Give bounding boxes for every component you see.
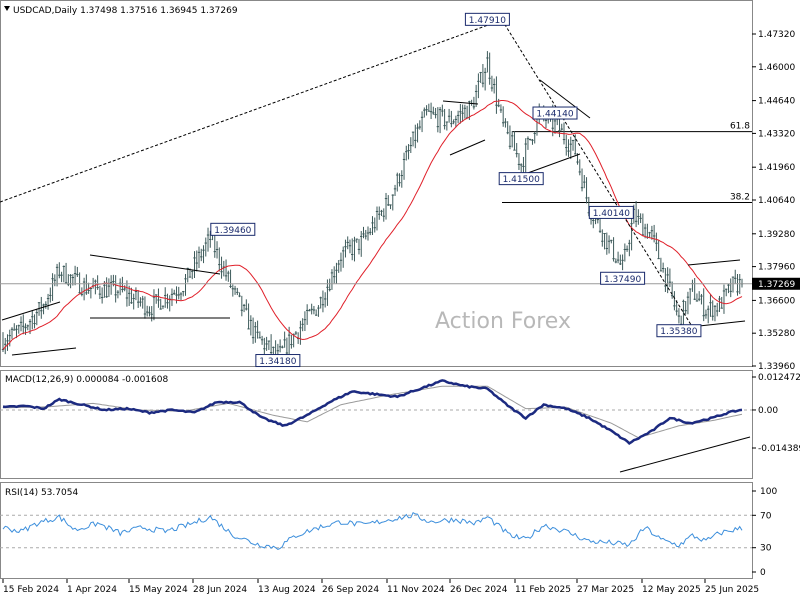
level-box (588, 205, 634, 219)
moving-average-line (2, 100, 743, 350)
macd-tick-label: -0.014389 (758, 444, 800, 454)
level-label: 1.37490 (604, 275, 641, 285)
price-tick-label: 1.43320 (758, 129, 795, 139)
level-box (600, 271, 646, 285)
time-tick-label: 11 Nov 2024 (387, 585, 445, 595)
fib-label: 61.8 (730, 122, 750, 132)
time-axis: 15 Feb 2024 1 Apr 2024 15 May 2024 28 Jun 2… (2, 579, 759, 595)
time-tick-label: 13 Aug 2024 (258, 585, 316, 595)
level-box (498, 172, 544, 186)
rsi-axis: 100 70 30 0 (752, 487, 777, 578)
level-label: 1.47910 (469, 16, 506, 26)
trendlines (0, 19, 751, 473)
header-arrow-icon (4, 6, 10, 11)
time-tick-label: 15 May 2024 (129, 585, 188, 595)
level-label: 1.40140 (593, 209, 630, 219)
rsi-tick-label: 70 (760, 511, 772, 521)
triangle-upper (89, 254, 221, 275)
time-tick-label: 27 Mar 2025 (577, 585, 634, 595)
time-tick-label: 11 Feb 2025 (515, 585, 571, 595)
price-tick-label: 1.44640 (758, 97, 795, 107)
level-label: 1.34180 (259, 357, 296, 367)
rsi-panel-frame (0, 482, 753, 579)
rsi-tick-label: 100 (760, 487, 777, 497)
macd-main-line (2, 379, 743, 445)
price-tick-label: 1.46000 (758, 63, 795, 73)
macd-tick-label: 0.00 (758, 406, 778, 416)
level-label: 1.39460 (214, 226, 251, 236)
macd-tick-label: 0.012472 (758, 373, 800, 383)
price-panel-title: USDCAD,Daily 1.37498 1.37516 1.36945 1.3… (13, 6, 238, 16)
wedge-upper (539, 79, 591, 119)
price-tick-label: 1.36600 (758, 296, 795, 306)
level-label: 1.44140 (536, 110, 573, 120)
rsi-tick-label: 0 (760, 568, 766, 578)
price-axis: 1.47320 1.46000 1.44640 1.43320 1.41960 1.406… (752, 30, 795, 372)
price-tick-label: 1.33960 (758, 362, 795, 372)
level-box (532, 106, 578, 120)
macd-panel-frame (0, 370, 753, 479)
current-price-tag: 1.37269 (752, 277, 800, 290)
fib-label: 38.2 (730, 192, 750, 202)
flag-upper (442, 100, 479, 105)
rsi-tick-label: 30 (760, 544, 772, 554)
macd-trendline (619, 436, 751, 473)
channel-upper-left (1, 301, 61, 321)
price-tick-label: 1.40640 (758, 196, 795, 206)
level-box (656, 324, 702, 338)
watermark: Action Forex (435, 309, 571, 334)
level-box (255, 354, 301, 368)
price-tick-label: 1.37960 (758, 263, 795, 273)
level-box (210, 222, 256, 236)
rsi-line (2, 512, 743, 550)
macd-axis: 0.012472 0.00 -0.014389 (752, 373, 800, 454)
price-tick-label: 1.47320 (758, 30, 795, 40)
range-upper (687, 259, 741, 266)
time-tick-label: 1 Apr 2024 (67, 585, 117, 595)
level-box (464, 12, 510, 26)
time-tick-label: 26 Sep 2024 (322, 585, 379, 595)
long-dotted-trendline (0, 19, 503, 203)
down-dotted-trendline (501, 19, 694, 329)
time-tick-label: 12 May 2025 (642, 585, 701, 595)
level-label: 1.41500 (503, 175, 540, 185)
flag-lower (449, 139, 486, 156)
price-tick-label: 1.39280 (758, 230, 795, 240)
time-tick-label: 15 Feb 2024 (3, 585, 59, 595)
current-price-label: 1.37269 (758, 280, 795, 290)
rsi-title: RSI(14) 53.7054 (5, 488, 78, 498)
time-tick-label: 28 Jun 2024 (193, 585, 247, 595)
price-tick-label: 1.41960 (758, 163, 795, 173)
price-panel-frame (0, 0, 753, 367)
price-tick-label: 1.35280 (758, 329, 795, 339)
price-annotations: 1.47910 1.39460 1.34180 1.41500 1.44140 1.401… (210, 12, 702, 368)
channel-lower-left (11, 347, 77, 356)
time-tick-label: 25 Jun 2025 (705, 585, 759, 595)
level-label: 1.35380 (660, 327, 697, 337)
macd-title: MACD(12,26,9) 0.000084 -0.001608 (5, 375, 168, 385)
time-tick-label: 26 Dec 2024 (450, 585, 508, 595)
